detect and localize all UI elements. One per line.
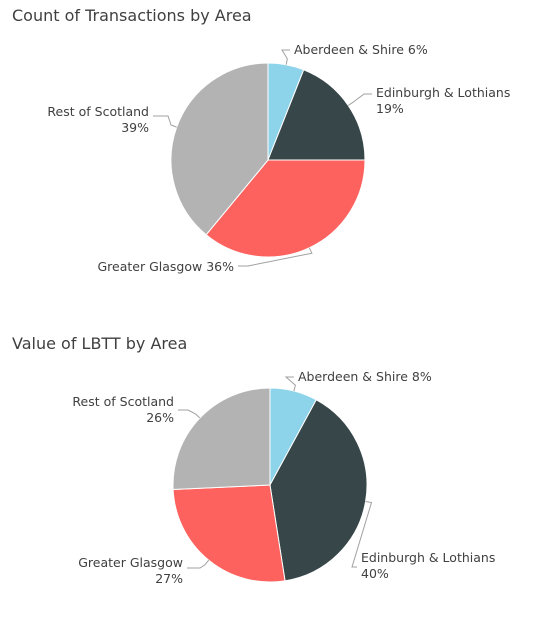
- leader-line-edinburgh-and-lothians: [347, 93, 372, 106]
- pie-chart-lbtt: Aberdeen & Shire 8% Edinburgh & Lothians 4…: [72, 369, 495, 586]
- data-label-edinburgh-and-lothians: Edinburgh & Lothians 19%: [376, 85, 510, 116]
- data-label-aberdeen-and-shire: Aberdeen & Shire 8%: [298, 369, 432, 384]
- pie-slice-rest-of-scotland[interactable]: [172, 387, 271, 491]
- pie-slice-rest-of-scotland[interactable]: [170, 62, 269, 236]
- data-label-rest-of-scotland: Rest of Scotland 39%: [47, 104, 149, 135]
- chart-title-transactions: Count of Transactions by Area: [12, 6, 252, 25]
- leader-line-aberdeen-and-shire: [284, 376, 296, 392]
- data-label-aberdeen-and-shire: Aberdeen & Shire 6%: [294, 42, 428, 57]
- leader-line-edinburgh-and-lothians: [351, 501, 373, 568]
- leader-line-greater-glasgow: [187, 559, 210, 569]
- leader-line-greater-glasgow: [238, 247, 313, 267]
- leader-line-rest-of-scotland: [178, 409, 201, 419]
- pie-slice-edinburgh-and-lothians[interactable]: [267, 69, 366, 161]
- pie-chart-transactions: Aberdeen & Shire 6% Edinburgh & Lothians 1…: [47, 42, 510, 274]
- data-label-edinburgh-and-lothians: Edinburgh & Lothians 40%: [361, 550, 495, 581]
- data-label-greater-glasgow: Greater Glasgow 36%: [98, 259, 235, 274]
- leader-line-rest-of-scotland: [153, 115, 177, 128]
- data-label-greater-glasgow: Greater Glasgow 27%: [78, 555, 183, 586]
- leader-line-aberdeen-and-shire: [281, 49, 290, 65]
- pie-slice-edinburgh-and-lothians[interactable]: [269, 399, 368, 582]
- pie-slice-greater-glasgow[interactable]: [205, 159, 366, 258]
- pie-slice-greater-glasgow[interactable]: [172, 484, 286, 583]
- data-label-rest-of-scotland: Rest of Scotland 26%: [72, 394, 174, 425]
- chart-title-lbtt: Value of LBTT by Area: [12, 334, 188, 353]
